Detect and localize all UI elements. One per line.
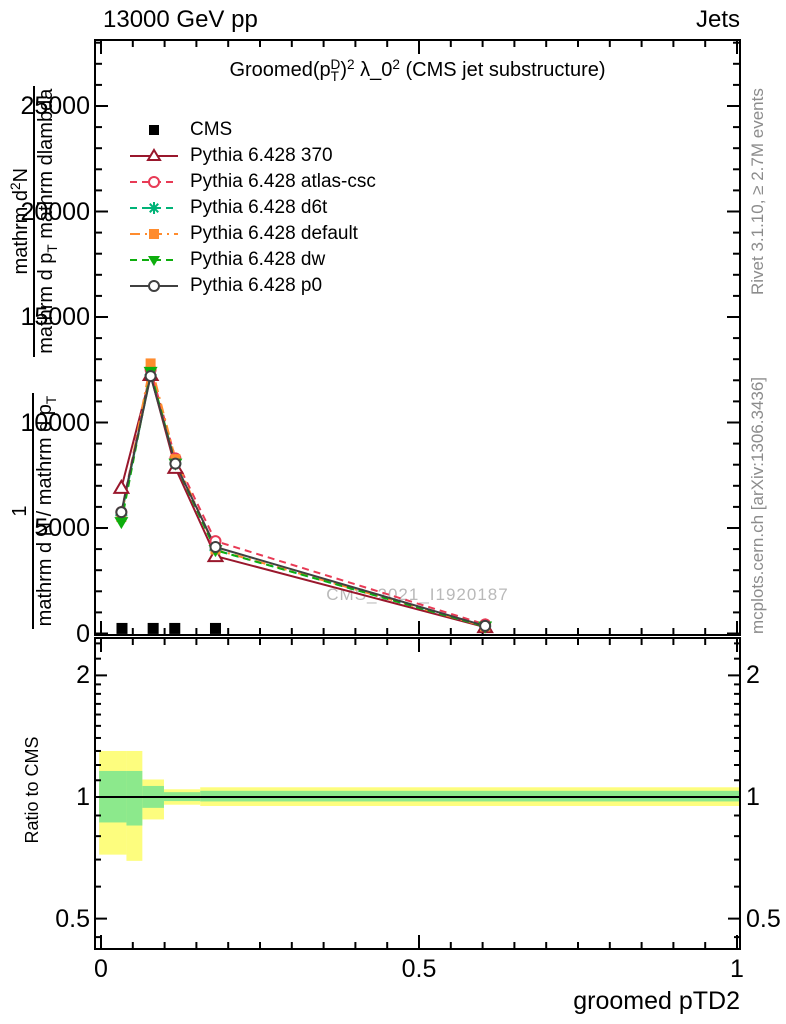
x-tick-label: 1 [730, 955, 744, 983]
main-y-tick-label: 25000 [20, 92, 90, 120]
plot-title: Groomed(pTD)2 λ_02 (CMS jet substructure… [229, 57, 606, 84]
legend-item: Pythia 6.428 dw [128, 247, 376, 273]
ratio-y-tick-label-right: 2 [746, 661, 760, 690]
marker-square [116, 622, 128, 634]
marker-square [145, 358, 156, 369]
marker-triangle-down [148, 256, 160, 266]
legend-marker-icon [130, 256, 178, 266]
marker-square [169, 622, 181, 634]
series-line-pythia-6-428-default [120, 363, 486, 628]
marker-circle [144, 370, 157, 383]
ratio-y-tick-label-left: 0.5 [55, 904, 90, 933]
series-line-pythia-6-428-370 [120, 371, 486, 629]
marker-circle [479, 619, 492, 632]
legend-item-label: Pythia 6.428 dw [190, 249, 326, 270]
x-axis-label: groomed pTD2 [573, 987, 740, 1015]
marker-triangle-up [146, 148, 162, 161]
legend-item-label: Pythia 6.428 atlas-csc [190, 171, 376, 192]
legend-item-label: Pythia 6.428 p0 [190, 275, 323, 296]
ratio-y-tick-label-left: 1 [76, 783, 90, 811]
legend-marker-icon [130, 148, 178, 161]
ratio-y-tick-label-right: 1 [746, 783, 760, 811]
legend-marker-icon [149, 125, 159, 135]
marker-circle [148, 176, 160, 188]
marker-square [149, 125, 159, 135]
legend: CMS Pythia 6.428 370 Pythia 6.428 atlas-cs… [128, 117, 376, 299]
legend-marker-icon [130, 202, 178, 214]
series-line-pythia-6-428-d6t [120, 374, 486, 628]
ratio-y-tick-label-right: 0.5 [746, 904, 781, 933]
marker-triangle-down [114, 517, 129, 530]
x-tick-label: 0 [94, 955, 108, 983]
marker-triangle-up [112, 478, 131, 494]
header-analysis-group: Jets [695, 6, 740, 33]
marker-circle [169, 457, 182, 470]
series-line-pythia-6-428-p0 [120, 375, 486, 627]
ratio-frame [94, 637, 741, 950]
main-y-tick-label: 20000 [20, 197, 90, 226]
main-y-tick-label: 0 [76, 619, 90, 648]
marker-square [209, 622, 221, 634]
series-line-pythia-6-428-dw [120, 371, 486, 628]
legend-marker-icon [130, 280, 178, 292]
legend-item: CMS [128, 117, 376, 143]
marker-circle [209, 540, 222, 553]
marker-square [147, 622, 159, 634]
main-y-tick-label: 10000 [20, 408, 90, 437]
ratio-band-inner [126, 770, 143, 826]
header-beam-energy: 13000 GeV pp [103, 6, 258, 33]
legend-item: Pythia 6.428 d6t [128, 195, 376, 221]
legend-item-label: Pythia 6.428 d6t [190, 197, 328, 218]
main-y-axis-label: 1 mathrm d N / mathrm d pT mathrm d2N math… [2, 65, 66, 650]
marker-circle [148, 280, 160, 292]
legend-item: Pythia 6.428 370 [128, 143, 376, 169]
note-mcplots-arxiv: mcplots.cern.ch [arXiv:1306.3436] [748, 376, 767, 634]
legend-item-label: CMS [190, 119, 233, 140]
marker-square [149, 229, 159, 239]
note-rivet-version: Rivet 3.1.10, ≥ 2.7M events [748, 88, 767, 295]
legend-item: Pythia 6.428 default [128, 221, 376, 247]
marker-circle [115, 506, 128, 519]
legend-item: Pythia 6.428 p0 [128, 273, 376, 299]
x-tick-label: 0.5 [401, 955, 437, 983]
legend-item: Pythia 6.428 atlas-csc [128, 169, 376, 195]
legend-item-label: Pythia 6.428 370 [190, 145, 333, 166]
legend-marker-icon [130, 176, 178, 188]
marker-asterisk [149, 203, 159, 213]
main-y-tick-label: 5000 [34, 514, 90, 542]
series-line-pythia-6-428-atlas-csc [120, 369, 486, 626]
legend-marker-icon [130, 229, 178, 239]
ratio-y-tick-label-left: 2 [76, 661, 90, 690]
legend-item-label: Pythia 6.428 default [190, 223, 358, 244]
main-y-tick-label: 15000 [20, 303, 90, 331]
